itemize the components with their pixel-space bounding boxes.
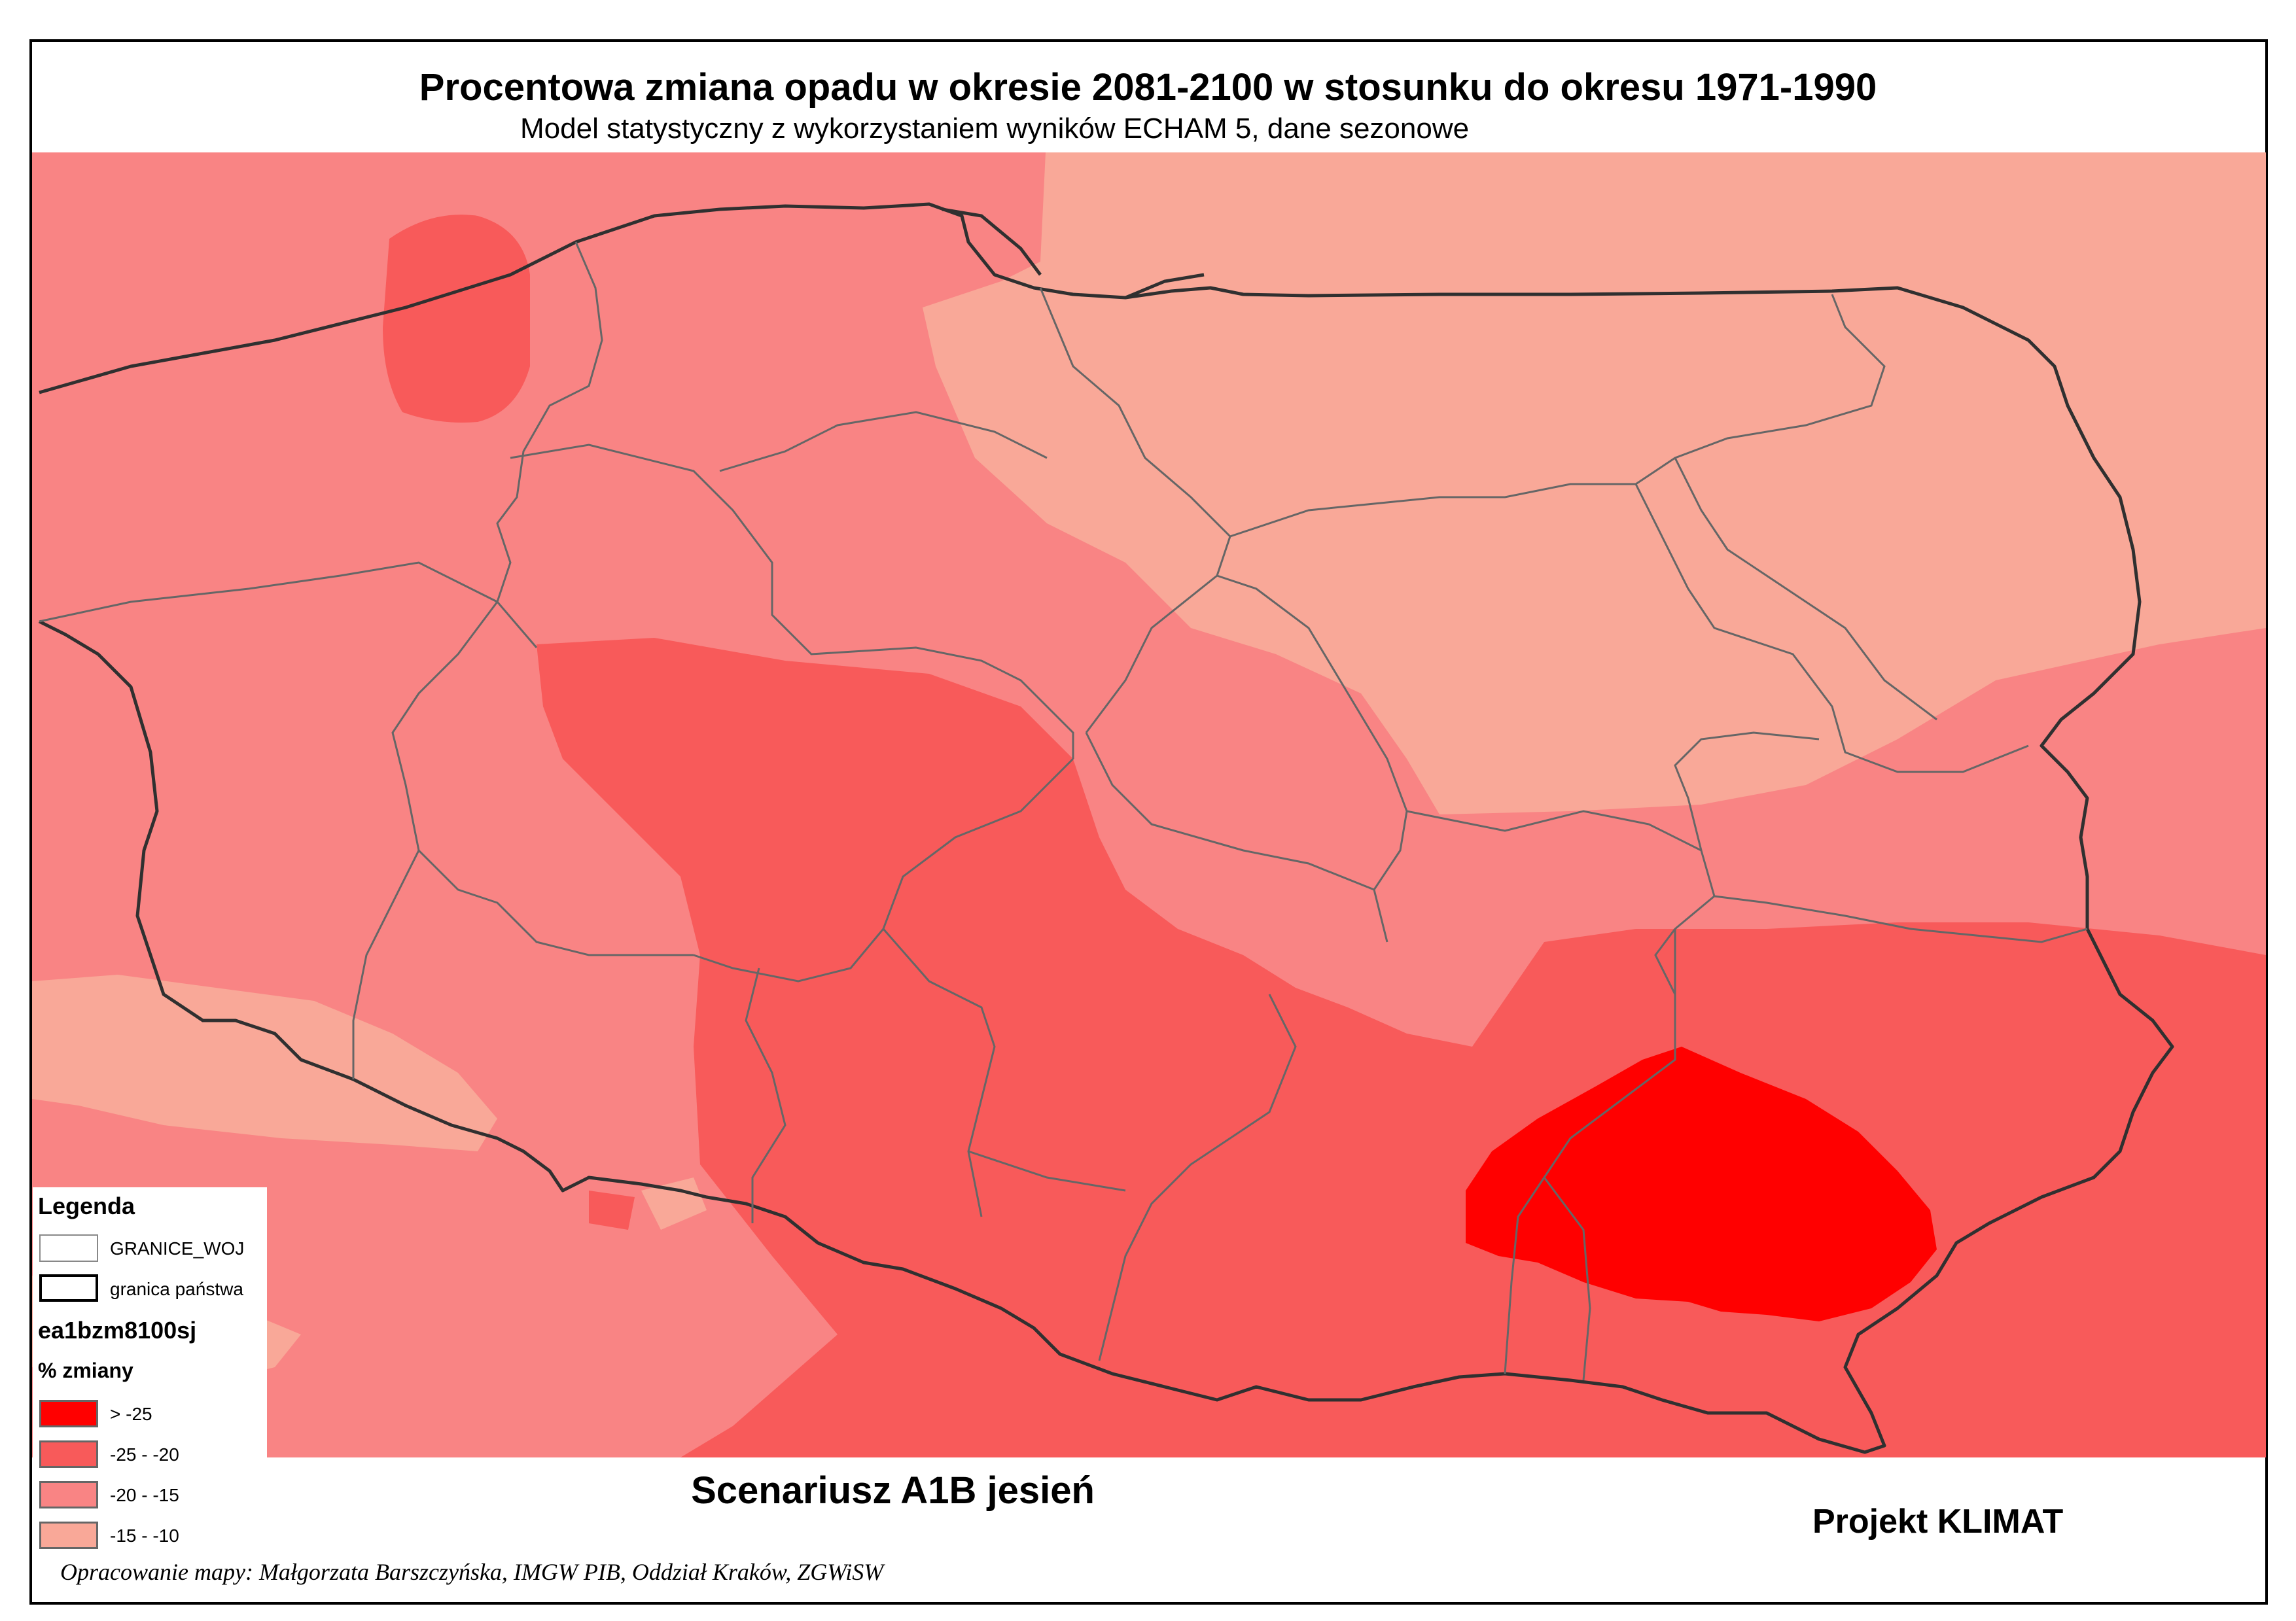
zone-minus15-10-patch xyxy=(641,1177,707,1230)
legend-swatch-granice-woj xyxy=(39,1234,98,1262)
legend-raster-name: ea1bzm8100sj xyxy=(38,1317,197,1344)
legend-label-class-4: -15 - -10 xyxy=(110,1525,179,1546)
legend-label-granice-woj: GRANICE_WOJ xyxy=(110,1238,245,1259)
map-subtitle: Model statystyczny z wykorzystaniem wyni… xyxy=(520,113,1470,145)
state-border-poland xyxy=(38,202,2174,1454)
project-label: Projekt KLIMAT xyxy=(1812,1503,2064,1541)
legend-title: Legenda xyxy=(38,1193,135,1219)
zone-minus25-20-northwest xyxy=(383,215,530,423)
legend-swatch-class-1 xyxy=(39,1400,98,1427)
scenario-label: Scenariusz A1B jesień xyxy=(691,1469,1095,1512)
coastline-vistula-spit xyxy=(1125,273,1205,300)
map-credit: Opracowanie mapy: Małgorzata Barszczyńsk… xyxy=(60,1559,884,1585)
coastline-hel xyxy=(942,207,1042,276)
zone-gt-minus25-southeast xyxy=(1466,1047,1937,1321)
legend-swatch-class-3 xyxy=(39,1481,98,1508)
legend-swatch-class-2 xyxy=(39,1440,98,1468)
legend-label-class-2: -25 - -20 xyxy=(110,1444,179,1465)
legend-label-granica-panstwa: granica państwa xyxy=(110,1279,243,1299)
legend-label-class-1: > -25 xyxy=(110,1404,152,1424)
zone-minus25-20-southwest-small xyxy=(589,1191,635,1230)
map-title: Procentowa zmiana opadu w okresie 2081-2… xyxy=(419,66,1877,109)
legend-swatch-granica-panstwa xyxy=(39,1274,98,1302)
legend-label-class-3: -20 - -15 xyxy=(110,1485,179,1505)
legend-field-name: % zmiany xyxy=(38,1359,133,1382)
legend-swatch-class-4 xyxy=(39,1522,98,1549)
legend-panel: Legenda GRANICE_WOJ granica państwa ea1b… xyxy=(33,1187,267,1554)
zone-minus15-10-west xyxy=(32,975,497,1151)
voivodeship-borders xyxy=(39,241,2088,1381)
